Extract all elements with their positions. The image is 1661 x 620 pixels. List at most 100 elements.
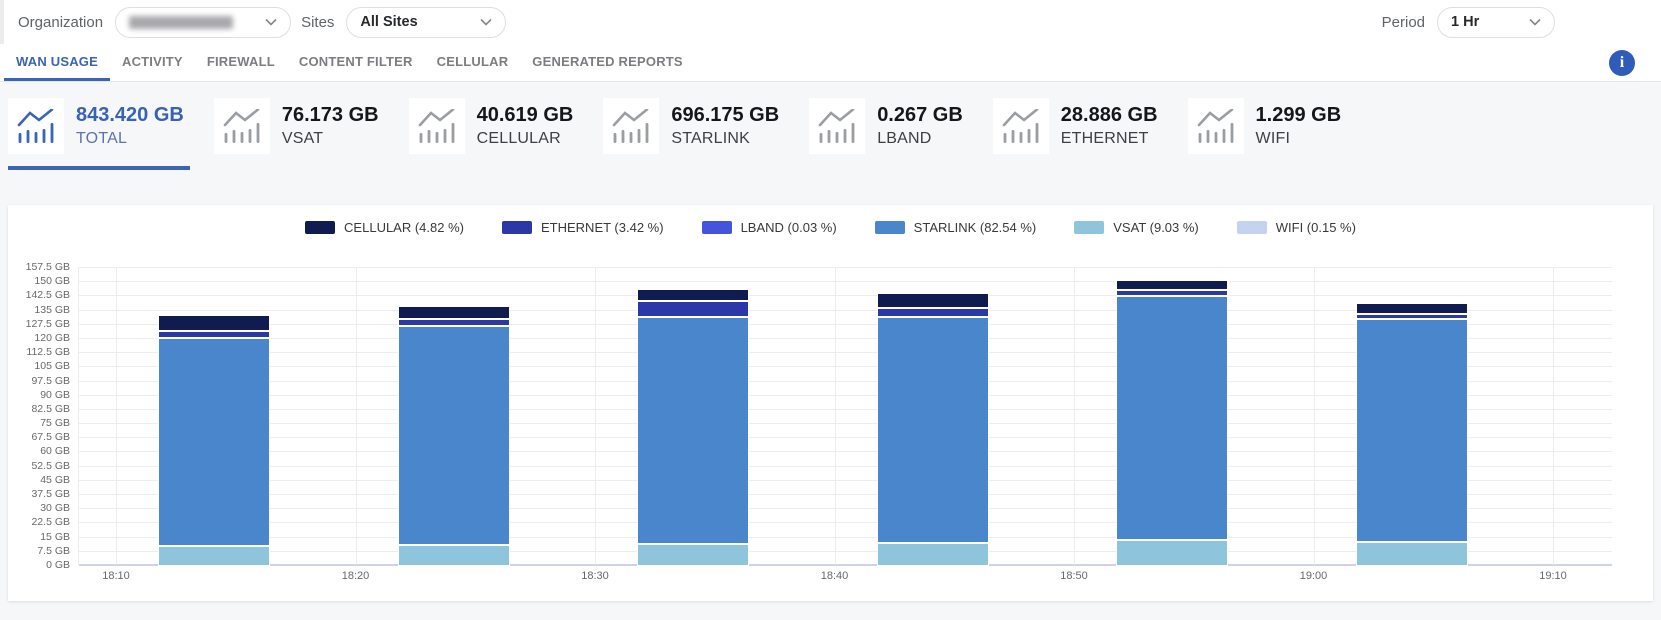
stat-card-iconbox bbox=[8, 98, 64, 154]
period-value: 1 Hr bbox=[1451, 14, 1480, 30]
legend-swatch bbox=[502, 221, 532, 234]
bar-segment-vsat-slot3[interactable] bbox=[637, 543, 749, 566]
period-label: Period bbox=[1381, 13, 1425, 31]
h-gridline bbox=[79, 267, 1612, 268]
bar-segment-starlink-slot3[interactable] bbox=[637, 316, 749, 544]
h-gridline bbox=[79, 408, 1612, 410]
stat-card-iconbox bbox=[408, 98, 465, 154]
bar-segment-starlink-slot2[interactable] bbox=[397, 325, 510, 546]
stat-card-starlink[interactable]: 696.175 GB STARLINK bbox=[603, 98, 785, 170]
bar-chart-icon bbox=[17, 109, 54, 143]
tab-wan-usage[interactable]: WAN USAGE bbox=[4, 44, 110, 81]
bar-segment-cellular-slot4[interactable] bbox=[876, 292, 989, 308]
h-gridline bbox=[79, 508, 1612, 510]
tab-cellular[interactable]: CELLULAR bbox=[436, 53, 509, 69]
y-axis-tick-label: 97.5 GB bbox=[31, 374, 70, 387]
h-gridline bbox=[79, 465, 1612, 467]
bar-segment-vsat-slot5[interactable] bbox=[1116, 539, 1228, 566]
bar-segment-starlink-slot4[interactable] bbox=[876, 316, 989, 543]
y-axis-tick-label: 67.5 GB bbox=[31, 431, 70, 444]
stat-card-vsat[interactable]: 76.173 GB VSAT bbox=[213, 98, 385, 170]
h-gridline bbox=[79, 394, 1612, 396]
organization-label: Organization bbox=[18, 13, 104, 31]
bar-segment-ethernet-slot6[interactable] bbox=[1355, 313, 1468, 320]
bar-segment-ethernet-slot4[interactable] bbox=[876, 307, 989, 317]
legend-item-wifi[interactable]: WIFI (0.15 %) bbox=[1236, 220, 1356, 235]
stat-card-iconbox bbox=[213, 98, 270, 154]
bar-segment-cellular-slot6[interactable] bbox=[1355, 303, 1468, 314]
legend-item-starlink[interactable]: STARLINK (82.54 %) bbox=[874, 220, 1036, 235]
tab-activity[interactable]: ACTIVITY bbox=[121, 53, 183, 69]
h-gridline bbox=[79, 536, 1612, 538]
stat-card-iconbox bbox=[603, 98, 660, 154]
stat-card-value: 0.267 GB bbox=[877, 104, 963, 126]
h-gridline bbox=[79, 451, 1612, 453]
plot-wrap: 18:10 18:20 18:30 18:40 18:50 19:00 19:10 157.… bbox=[8, 257, 1653, 601]
stat-card-total[interactable]: 843.420 GB TOTAL bbox=[8, 98, 190, 170]
legend-swatch bbox=[874, 221, 905, 234]
bar-segment-starlink-slot6[interactable] bbox=[1355, 319, 1468, 543]
bar-segment-cellular-slot1[interactable] bbox=[158, 314, 270, 331]
legend-item-lband[interactable]: LBAND (0.03 %) bbox=[701, 220, 837, 235]
x-axis-tick-label: 18:30 bbox=[581, 570, 609, 582]
v-gridline bbox=[355, 267, 357, 565]
legend-item-ethernet[interactable]: ETHERNET (3.42 %) bbox=[502, 220, 664, 235]
sites-dropdown[interactable]: All Sites bbox=[346, 6, 507, 38]
tab-bar: WAN USAGE ACTIVITY FIREWALL CONTENT FILTER C… bbox=[0, 44, 1661, 82]
stat-cards-row: 843.420 GB TOTAL 76.173 GB VSAT 40.619 GB CEL… bbox=[0, 82, 1661, 170]
stat-card-value: 1.299 GB bbox=[1255, 104, 1342, 126]
legend-item-vsat[interactable]: VSAT (9.03 %) bbox=[1074, 220, 1199, 235]
h-gridline bbox=[79, 337, 1612, 339]
stat-card-wifi[interactable]: 1.299 GB WIFI bbox=[1187, 98, 1348, 170]
tab-content-filter[interactable]: CONTENT FILTER bbox=[298, 53, 413, 69]
y-axis-tick-label: 45 GB bbox=[40, 473, 70, 486]
bar-segment-vsat-slot4[interactable] bbox=[876, 542, 989, 566]
bar-segment-cellular-slot5[interactable] bbox=[1116, 279, 1228, 291]
v-gridline bbox=[1313, 267, 1315, 565]
chevron-down-icon bbox=[1529, 18, 1541, 26]
bar-segment-vsat-slot1[interactable] bbox=[158, 546, 270, 566]
stat-card-ethernet[interactable]: 28.886 GB ETHERNET bbox=[992, 98, 1164, 170]
h-gridline bbox=[79, 380, 1612, 382]
legend-label: VSAT (9.03 %) bbox=[1113, 220, 1199, 235]
y-axis-tick-label: 0 GB bbox=[46, 559, 70, 571]
period-dropdown[interactable]: 1 Hr bbox=[1437, 6, 1555, 38]
bar-chart-icon bbox=[818, 109, 855, 143]
bar-segment-ethernet-slot1[interactable] bbox=[158, 330, 270, 339]
legend-item-cellular[interactable]: CELLULAR (4.82 %) bbox=[305, 220, 464, 235]
info-icon[interactable]: i bbox=[1609, 49, 1635, 76]
bar-segment-ethernet-slot3[interactable] bbox=[637, 301, 749, 317]
bar-segment-cellular-slot2[interactable] bbox=[397, 305, 510, 319]
bar-segment-starlink-slot1[interactable] bbox=[158, 338, 270, 547]
tab-firewall[interactable]: FIREWALL bbox=[206, 53, 275, 69]
bar-segment-vsat-slot6[interactable] bbox=[1355, 542, 1468, 566]
legend-label: ETHERNET (3.42 %) bbox=[541, 220, 664, 235]
stat-card-text: 40.619 GB CELLULAR bbox=[477, 104, 574, 148]
legend-label: LBAND (0.03 %) bbox=[740, 220, 837, 235]
stat-card-text: 0.267 GB LBAND bbox=[877, 104, 963, 148]
stat-card-value: 696.175 GB bbox=[671, 104, 780, 126]
h-gridline bbox=[79, 494, 1612, 496]
stat-card-value: 40.619 GB bbox=[476, 104, 574, 126]
tab-generated-reports[interactable]: GENERATED REPORTS bbox=[532, 53, 683, 69]
x-axis-line bbox=[79, 564, 1612, 566]
x-axis-tick-label: 19:10 bbox=[1539, 570, 1567, 582]
x-axis-tick-label: 18:20 bbox=[341, 570, 370, 582]
stat-card-iconbox bbox=[992, 98, 1049, 154]
bar-segment-ethernet-slot2[interactable] bbox=[397, 318, 510, 326]
stat-card-cellular[interactable]: 40.619 GB CELLULAR bbox=[408, 98, 580, 170]
bar-segment-ethernet-slot5[interactable] bbox=[1116, 290, 1228, 296]
bar-chart-icon bbox=[1002, 109, 1039, 143]
bar-segment-cellular-slot3[interactable] bbox=[637, 289, 749, 302]
x-axis-tick-label: 18:10 bbox=[102, 570, 130, 582]
v-gridline bbox=[1553, 267, 1554, 565]
h-gridline bbox=[79, 479, 1612, 481]
h-gridline bbox=[79, 352, 1612, 354]
stat-card-lband[interactable]: 0.267 GB LBAND bbox=[809, 98, 969, 170]
bar-segment-starlink-slot5[interactable] bbox=[1116, 295, 1228, 540]
v-gridline bbox=[1074, 267, 1075, 565]
bar-segment-vsat-slot2[interactable] bbox=[397, 545, 510, 566]
organization-dropdown[interactable] bbox=[115, 6, 292, 38]
h-gridline bbox=[79, 366, 1612, 368]
